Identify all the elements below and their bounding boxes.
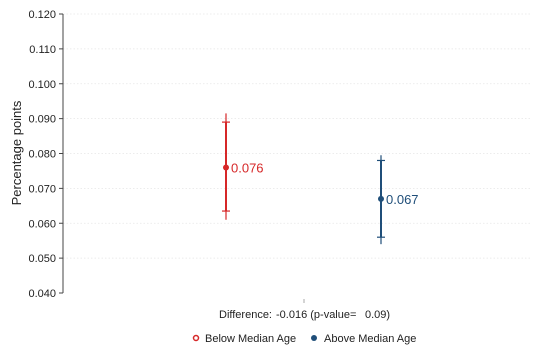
y-tick-label: 0.090	[28, 114, 56, 126]
y-tick-label: 0.060	[28, 218, 56, 230]
difference-label: Difference:	[219, 309, 272, 321]
difference-pvalue: 0.09)	[365, 309, 390, 321]
difference-annotation: Difference: -0.016 (p-value= 0.09)	[219, 309, 390, 321]
point-estimate-marker	[378, 195, 384, 202]
series-above-median-age: 0.067	[377, 155, 419, 245]
series-below-median-age: 0.076	[222, 113, 264, 220]
y-tick-label: 0.080	[28, 149, 56, 161]
y-axis-label: Percentage points	[9, 100, 24, 205]
y-tick-label: 0.070	[28, 183, 56, 195]
y-tick-label: 0.050	[28, 253, 56, 265]
point-estimate-label: 0.076	[231, 160, 264, 175]
legend-marker-above-median	[311, 335, 317, 341]
grid-layer	[63, 13, 530, 259]
y-tick-label: 0.040	[28, 288, 56, 300]
y-tick-label: 0.110	[29, 44, 56, 56]
point-estimate-label: 0.067	[386, 192, 419, 207]
legend-marker-below-median	[192, 334, 200, 342]
y-tick-label: 0.100	[28, 79, 56, 91]
legend: Below Median Age Above Median Age	[192, 333, 416, 345]
y-tick-label: 0.120	[28, 9, 56, 21]
legend-label-above-median: Above Median Age	[324, 333, 416, 345]
difference-value: -0.016 (p-value=	[276, 309, 356, 321]
series-layer: 0.076 0.067	[222, 113, 419, 245]
legend-label-below-median: Below Median Age	[205, 333, 296, 345]
y-ticks: 0.040 0.050 0.060 0.070 0.080 0.090 0.100 0.110…	[28, 9, 63, 300]
point-estimate-marker	[223, 164, 229, 171]
